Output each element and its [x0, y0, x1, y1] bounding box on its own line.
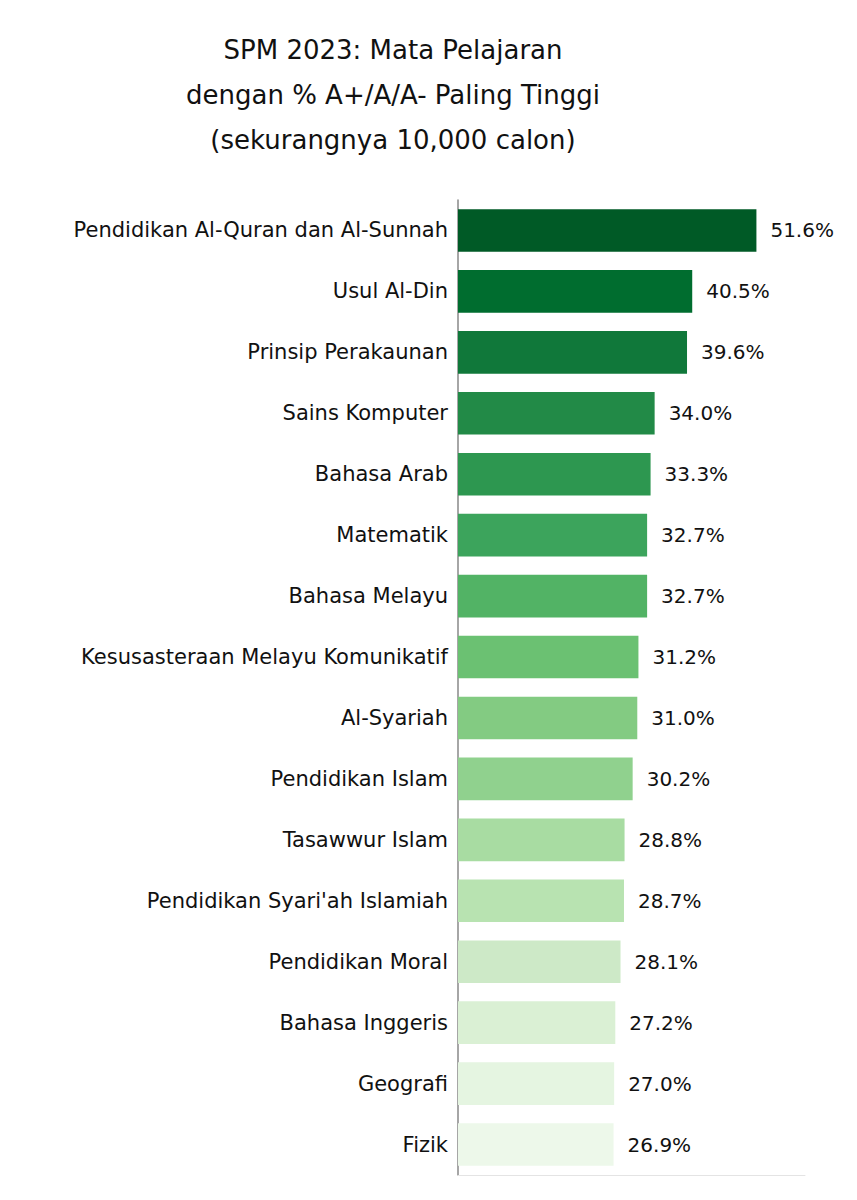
svg-text:Tasawwur Islam: Tasawwur Islam [282, 828, 448, 852]
svg-text:Geografi: Geografi [358, 1072, 448, 1096]
svg-text:SPM 2023: Mata Pelajaran: SPM 2023: Mata Pelajaran [224, 35, 563, 65]
svg-text:Pendidikan Moral: Pendidikan Moral [269, 950, 448, 974]
svg-text:Sains Komputer: Sains Komputer [283, 401, 449, 425]
svg-text:(sekurangnya 10,000 calon): (sekurangnya 10,000 calon) [210, 125, 575, 155]
svg-text:31.0%: 31.0% [651, 706, 715, 730]
svg-text:Kesusasteraan Melayu Komunikat: Kesusasteraan Melayu Komunikatif [81, 645, 449, 669]
svg-text:28.1%: 28.1% [635, 950, 699, 974]
svg-text:34.0%: 34.0% [669, 401, 733, 425]
svg-text:Usul Al-Din: Usul Al-Din [333, 279, 448, 303]
svg-text:32.7%: 32.7% [661, 584, 725, 608]
svg-text:26.9%: 26.9% [628, 1133, 692, 1157]
svg-text:Bahasa Melayu: Bahasa Melayu [289, 584, 448, 608]
svg-text:Pendidikan Syari'ah Islamiah: Pendidikan Syari'ah Islamiah [147, 889, 448, 913]
svg-text:33.3%: 33.3% [665, 462, 729, 486]
svg-text:27.2%: 27.2% [629, 1011, 693, 1035]
svg-text:Matematik: Matematik [336, 523, 449, 547]
svg-text:Bahasa Arab: Bahasa Arab [315, 462, 448, 486]
svg-text:Pendidikan Islam: Pendidikan Islam [271, 767, 448, 791]
svg-text:39.6%: 39.6% [701, 340, 765, 364]
svg-text:51.6%: 51.6% [770, 218, 834, 242]
svg-text:Bahasa Inggeris: Bahasa Inggeris [280, 1011, 448, 1035]
svg-text:40.5%: 40.5% [706, 279, 770, 303]
svg-text:27.0%: 27.0% [628, 1072, 692, 1096]
svg-text:31.2%: 31.2% [652, 645, 716, 669]
svg-text:30.2%: 30.2% [647, 767, 711, 791]
svg-text:Fizik: Fizik [403, 1133, 449, 1157]
svg-text:28.8%: 28.8% [639, 828, 703, 852]
svg-text:Prinsip Perakaunan: Prinsip Perakaunan [247, 340, 448, 364]
svg-text:Al-Syariah: Al-Syariah [341, 706, 448, 730]
svg-text:28.7%: 28.7% [638, 889, 702, 913]
svg-text:dengan % A+/A/A- Paling Tinggi: dengan % A+/A/A- Paling Tinggi [186, 80, 600, 110]
svg-text:Pendidikan Al-Quran dan Al-Sun: Pendidikan Al-Quran dan Al-Sunnah [74, 218, 448, 242]
svg-text:32.7%: 32.7% [661, 523, 725, 547]
